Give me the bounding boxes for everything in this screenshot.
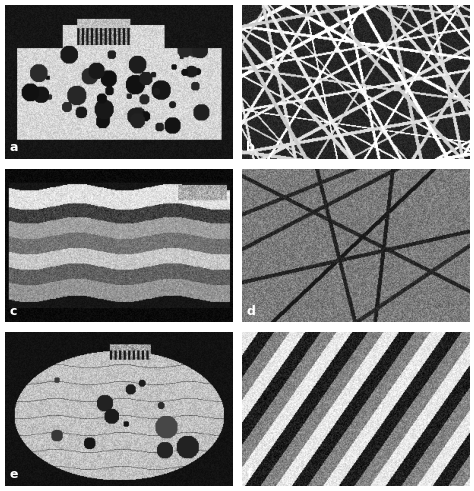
Text: b: b: [246, 141, 255, 154]
Text: f: f: [246, 468, 252, 482]
Text: c: c: [9, 305, 17, 318]
Text: e: e: [9, 468, 18, 482]
Text: d: d: [246, 305, 255, 318]
Text: a: a: [9, 141, 18, 154]
